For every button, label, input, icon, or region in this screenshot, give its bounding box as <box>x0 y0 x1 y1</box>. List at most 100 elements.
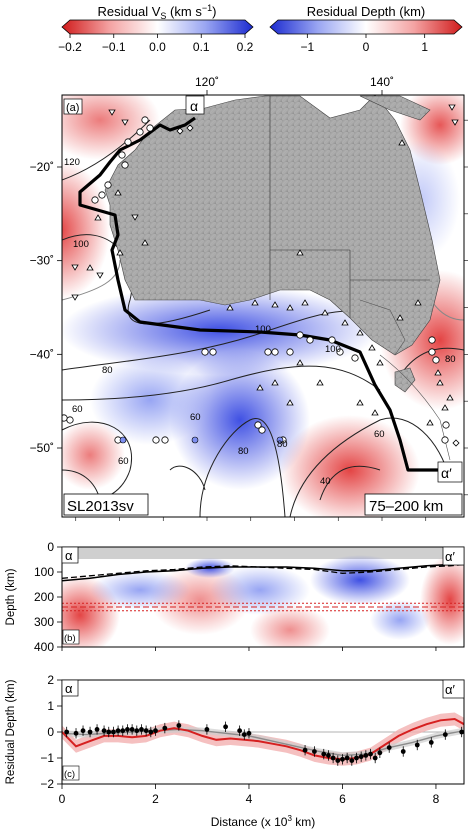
contour-label: 80 <box>445 354 456 365</box>
map-latitude-label: −50˚ <box>30 441 54 455</box>
section-panel-label: (b) <box>64 633 76 644</box>
section-anomaly-blue <box>370 600 430 640</box>
data-point <box>148 729 154 735</box>
section-alpha-prime-box <box>442 546 465 566</box>
section-anomaly-blue <box>310 555 410 605</box>
colorbar-vs-tick-label: 0.2 <box>237 40 254 54</box>
data-point <box>115 728 121 734</box>
profile-track <box>78 116 438 472</box>
state-boundaries <box>269 96 430 318</box>
section-y-tick-label: 400 <box>34 640 54 654</box>
residual-panel-label: (c) <box>64 769 75 780</box>
data-point <box>377 750 383 756</box>
map-latitude-label: −30˚ <box>30 254 54 268</box>
section-y-tick-label: 200 <box>34 590 54 604</box>
data-point <box>153 728 158 734</box>
colorbar-vs-bar <box>61 19 254 35</box>
data-point <box>87 729 93 735</box>
map-panel: 120 100 80 60 60 60 80 100 100 80 60 40 … <box>30 75 468 521</box>
data-point <box>73 730 79 736</box>
data-point <box>330 755 336 761</box>
data-point <box>106 729 112 735</box>
data-point <box>372 755 378 761</box>
colorbar-rd-tick-label: 0 <box>363 40 370 54</box>
data-point <box>120 728 126 734</box>
residual-alpha-prime-box <box>442 679 465 699</box>
data-point <box>125 727 130 732</box>
data-point <box>101 728 107 734</box>
section-anomaly-red <box>250 605 330 647</box>
contour-label: 60 <box>118 456 129 467</box>
new-guinea-coast <box>359 95 431 121</box>
map-frame <box>61 94 465 518</box>
station-circles <box>62 116 450 444</box>
section-y-tick-label: 100 <box>34 565 54 579</box>
section-top-band <box>62 547 464 559</box>
residual-y-tick-label: −1 <box>40 751 54 765</box>
colorbar-vs-title: Residual VS (km s−1) <box>98 3 217 21</box>
model-label-box <box>63 493 149 516</box>
map-latitude-label: −20˚ <box>30 160 54 174</box>
residual-x-tick-label: 6 <box>339 792 346 806</box>
tasmania <box>394 367 416 393</box>
residual-y-tick-label: 0 <box>47 725 54 739</box>
data-point <box>442 732 448 737</box>
section-alpha-box <box>61 546 79 564</box>
map-longitude-label: 140˚ <box>370 75 394 89</box>
section-alpha-prime-label: α′ <box>445 549 456 564</box>
section-anomaly-red <box>420 555 464 645</box>
data-point <box>94 727 100 732</box>
data-point <box>349 758 355 763</box>
colorbar-vs: Residual VS (km s−1) −0.2 −0.1 0.0 0.1 0.2 <box>58 3 254 54</box>
data-point <box>459 729 464 735</box>
data-point <box>176 723 182 728</box>
colorbar-vs-tick-label: 0.0 <box>149 40 166 54</box>
data-point <box>223 724 229 730</box>
residual-y-tick-label: −2 <box>40 777 54 791</box>
contour-labels: 120 100 80 60 60 60 80 100 100 80 60 40 … <box>64 157 456 487</box>
data-point <box>241 732 247 737</box>
colorbar-vs-tick-label: 0.1 <box>193 40 210 54</box>
data-point <box>368 751 373 757</box>
model-label: SL2013sv <box>67 498 134 515</box>
offshore-shelf <box>359 299 451 461</box>
section-anomaly-blue <box>90 570 190 610</box>
vs-anomaly-red <box>280 415 420 517</box>
data-point <box>111 729 116 735</box>
residual-y-tick-label: 2 <box>47 673 54 687</box>
data-point <box>428 740 434 745</box>
data-point <box>344 755 350 761</box>
residual-x-tick-label: 8 <box>433 792 440 806</box>
residual-panel-label-box <box>62 765 80 781</box>
data-point <box>326 753 331 758</box>
data-point <box>321 751 327 757</box>
residual-alpha-box <box>61 679 79 697</box>
section-alpha-label: α <box>65 548 73 563</box>
residual-x-tick-label: 2 <box>152 792 159 806</box>
colorbar-vs-tick-label: −0.2 <box>58 40 82 54</box>
lab-dashed-line <box>62 563 464 579</box>
station-blue-dots <box>119 436 284 444</box>
residual-depth-panel: −2 −1 0 1 2 0 2 4 6 8 Residual Depth (km) Distanc… <box>5 673 465 829</box>
data-point <box>363 753 369 758</box>
residual-alpha-label: α <box>65 681 73 696</box>
contour-label: 60 <box>374 429 385 440</box>
contour-label: 60 <box>190 412 201 423</box>
residual-x-tick-label: 4 <box>246 792 253 806</box>
data-point <box>354 755 359 761</box>
data-point <box>302 747 308 753</box>
data-point <box>414 742 420 748</box>
series-line <box>62 717 464 761</box>
data-point <box>400 749 406 754</box>
data-point <box>134 728 140 734</box>
data-point <box>358 754 364 760</box>
section-panel-label-box <box>62 629 80 645</box>
depth-range-label: 75–200 km <box>369 498 443 515</box>
contour-label: 80 <box>238 446 249 457</box>
data-point <box>129 727 135 732</box>
depth-range-box <box>364 493 463 516</box>
contour-label: 80 <box>277 439 288 450</box>
data-point <box>162 725 168 731</box>
alpha-prime-label-box <box>437 461 463 483</box>
